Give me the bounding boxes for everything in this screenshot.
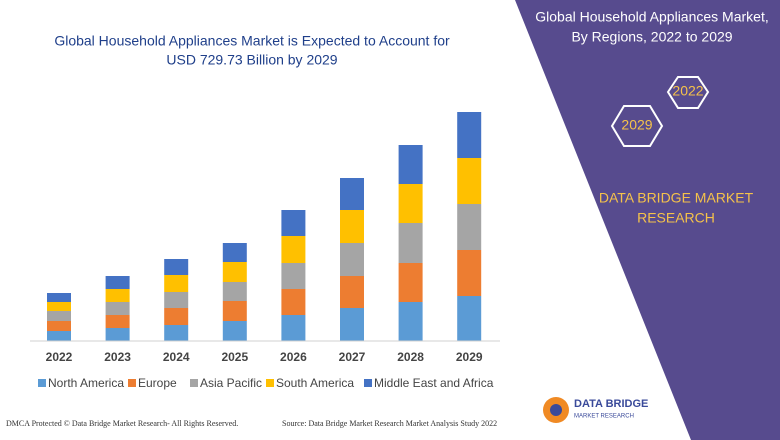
bar-segment (222, 301, 247, 321)
bar-segment (105, 315, 130, 328)
bar-segment (340, 210, 364, 243)
bar-segment (281, 289, 306, 315)
bar-segment (281, 210, 306, 236)
bar-segment (398, 223, 423, 263)
bar-segment (47, 293, 71, 302)
bar-segment (281, 236, 306, 263)
x-tick-label: 2023 (104, 350, 131, 364)
bar-segment (164, 292, 189, 308)
bar-segment (105, 276, 130, 289)
bar-segment (105, 302, 130, 315)
bar-segment (164, 308, 189, 325)
legend-swatch (128, 379, 136, 387)
x-tick-label: 2026 (280, 350, 307, 364)
legend-swatch (364, 379, 372, 387)
bar-segment (164, 259, 189, 275)
legend-label: North America (48, 376, 124, 390)
bar-segment (105, 289, 130, 302)
legend-swatch (38, 379, 46, 387)
bar-segment (457, 204, 482, 250)
bar-segment (340, 243, 364, 276)
bar-segment (47, 321, 71, 331)
x-tick-label: 2025 (221, 350, 248, 364)
panel-title: By Regions, 2022 to 2029 (571, 29, 732, 45)
hexagon (666, 76, 710, 109)
bar-segment (281, 315, 306, 341)
x-tick-label: 2028 (397, 350, 424, 364)
logo-text: DATA BRIDGE (574, 398, 648, 410)
logo-icon (550, 404, 562, 416)
x-tick-label: 2029 (456, 350, 483, 364)
hex-year: 2022 (672, 83, 703, 99)
legend-swatch (266, 379, 274, 387)
legend-label: South America (276, 376, 354, 390)
bar-segment (47, 331, 71, 341)
bar-segment (398, 263, 423, 302)
bar-segment (398, 184, 423, 223)
bar-segment (105, 328, 130, 341)
legend-label: Middle East and Africa (374, 376, 494, 390)
bar-segment (457, 158, 482, 204)
bar-segment (222, 282, 247, 301)
bar-segment (398, 302, 423, 341)
bar-segment (164, 275, 189, 292)
footer-text: Source: Data Bridge Market Research Mark… (282, 419, 497, 428)
bar-segment (340, 178, 364, 210)
bar-segment (457, 250, 482, 296)
footer-text: DMCA Protected © Data Bridge Market Rese… (6, 419, 238, 428)
bar-segment (340, 308, 364, 341)
bar-segment (457, 296, 482, 341)
bar-segment (340, 276, 364, 308)
bar-segment (222, 321, 247, 341)
hex-year: 2029 (621, 117, 652, 133)
bar-segment (222, 262, 247, 282)
logo-text: MARKET RESEARCH (574, 414, 634, 420)
legend-label: Europe (138, 376, 177, 390)
x-tick-label: 2024 (163, 350, 190, 364)
title: USD 729.73 Billion by 2029 (166, 52, 337, 68)
legend-label: Asia Pacific (200, 376, 262, 390)
brand-text: DATA BRIDGE MARKET (599, 190, 754, 206)
panel-title: Global Household Appliances Market, (535, 9, 768, 25)
bar-segment (457, 112, 482, 158)
bar-segment (222, 243, 247, 262)
hexagon (610, 105, 664, 147)
bar-segment (47, 302, 71, 311)
brand-text: RESEARCH (637, 210, 715, 226)
bar-segment (47, 311, 71, 321)
bar-segment (398, 145, 423, 184)
legend-swatch (190, 379, 198, 387)
bar-segment (164, 325, 189, 341)
x-tick-label: 2027 (339, 350, 366, 364)
side-panel (515, 0, 780, 440)
title: Global Household Appliances Market is Ex… (54, 33, 450, 49)
x-tick-label: 2022 (46, 350, 73, 364)
bar-segment (281, 263, 306, 289)
